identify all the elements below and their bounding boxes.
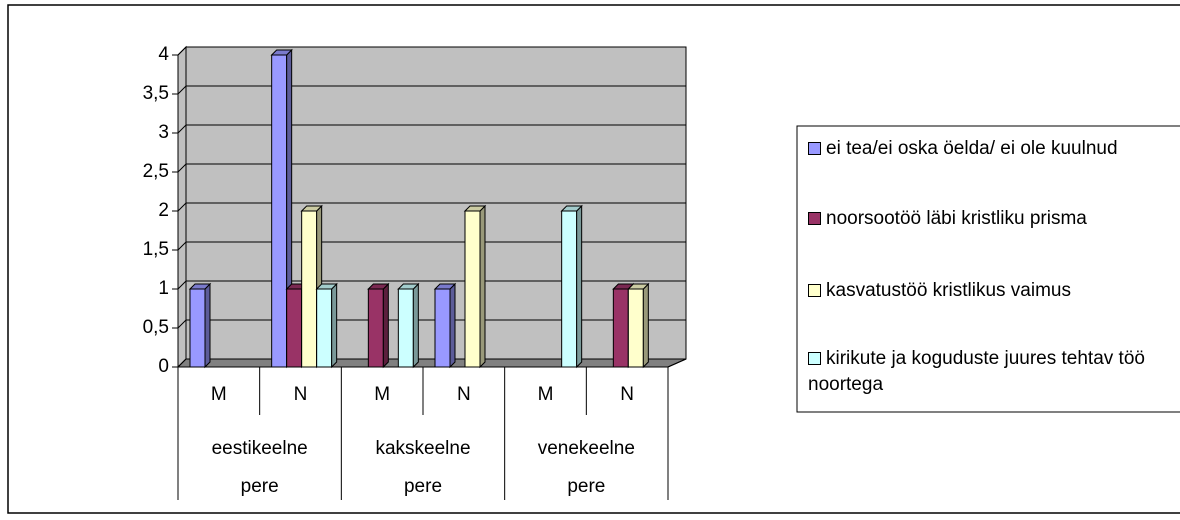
y-tick-label: 2,5 — [143, 161, 169, 182]
legend-swatch — [808, 284, 821, 297]
grid-line — [177, 358, 686, 368]
grid-line — [177, 163, 686, 173]
y-tick-label: 1,5 — [143, 239, 169, 260]
bar-face — [382, 282, 389, 369]
bar-face — [463, 205, 487, 212]
bar-face — [316, 288, 333, 368]
y-tick-label: 0 — [158, 356, 169, 377]
group-label: eestikeelne pere — [211, 438, 308, 497]
bar-face — [300, 205, 323, 212]
x-tick-label: M — [211, 384, 227, 405]
bar — [367, 282, 390, 369]
bar — [627, 282, 650, 369]
bar-face — [188, 283, 212, 290]
bar — [560, 204, 583, 369]
chart-border — [7, 4, 1180, 514]
bar-face — [449, 282, 456, 369]
y-tick-label: 3,5 — [143, 83, 169, 104]
bar-face — [464, 210, 481, 368]
bar-face — [434, 288, 451, 368]
y-tick-label: 0,5 — [143, 317, 169, 338]
group-label: venekeelne pere — [537, 438, 635, 497]
y-tick-label: 2 — [158, 200, 169, 221]
x-tick-label: M — [374, 384, 390, 405]
group-label: kakskeelne pere — [375, 438, 471, 497]
bar-face — [271, 54, 288, 368]
y-tick-label: 4 — [158, 44, 169, 65]
grid-line — [177, 46, 686, 56]
bar-face — [627, 288, 644, 368]
x-tick-label: N — [294, 384, 308, 405]
floor-edge — [667, 358, 687, 368]
legend-box — [796, 125, 1180, 413]
legend-entry: kirikute ja koguduste juures tehtav töö … — [808, 346, 1168, 398]
legend-label: ei tea/ei oska öelda/ ei ole kuulnud — [826, 138, 1118, 159]
bar-face — [433, 283, 457, 290]
bar-face — [612, 288, 629, 368]
legend-swatch — [808, 142, 821, 155]
legend-entry: ei tea/ei oska öelda/ ei ole kuulnud — [808, 136, 1168, 162]
bar-face — [367, 283, 390, 290]
x-tick-label: N — [457, 384, 471, 405]
bar-face — [397, 288, 414, 368]
bar-face — [270, 49, 293, 56]
grid-line — [177, 319, 686, 329]
grid-line — [177, 124, 686, 134]
legend-entry: noorsootöö läbi kristliku prisma — [808, 206, 1168, 232]
bar — [188, 282, 212, 369]
bar-face — [576, 204, 583, 369]
bar-face — [204, 282, 211, 369]
grid-line — [177, 280, 686, 290]
legend-swatch — [808, 212, 821, 225]
bar-face — [412, 282, 419, 369]
bar-face — [397, 283, 420, 290]
legend-swatch — [808, 352, 821, 365]
grid-line — [177, 202, 686, 212]
bar-face — [189, 288, 206, 368]
bar — [315, 282, 338, 369]
bar — [433, 282, 457, 369]
bar — [463, 204, 487, 369]
legend-label: kirikute ja koguduste juures tehtav töö … — [808, 348, 1145, 395]
legend-entry: kasvatustöö kristlikus vaimus — [808, 278, 1168, 304]
bar-face — [331, 282, 338, 369]
bar-face — [561, 210, 578, 368]
bar — [397, 282, 420, 369]
x-tick-label: M — [538, 384, 554, 405]
bar-face — [286, 288, 303, 368]
bar-face — [479, 204, 486, 369]
grid-line — [177, 85, 686, 95]
y-tick-label: 1 — [158, 278, 169, 299]
bar-face — [367, 288, 384, 368]
x-tick-label: N — [620, 384, 634, 405]
bar-face — [315, 283, 338, 290]
bar-face — [560, 205, 583, 212]
y-tick-label: 3 — [158, 122, 169, 143]
legend-label: noorsootöö läbi kristliku prisma — [826, 208, 1087, 229]
bar-face — [301, 210, 318, 368]
legend-label: kasvatustöö kristlikus vaimus — [826, 280, 1071, 301]
bar-face — [627, 283, 650, 290]
floor — [176, 358, 687, 368]
bar-face — [642, 282, 649, 369]
grid-line — [177, 241, 686, 251]
